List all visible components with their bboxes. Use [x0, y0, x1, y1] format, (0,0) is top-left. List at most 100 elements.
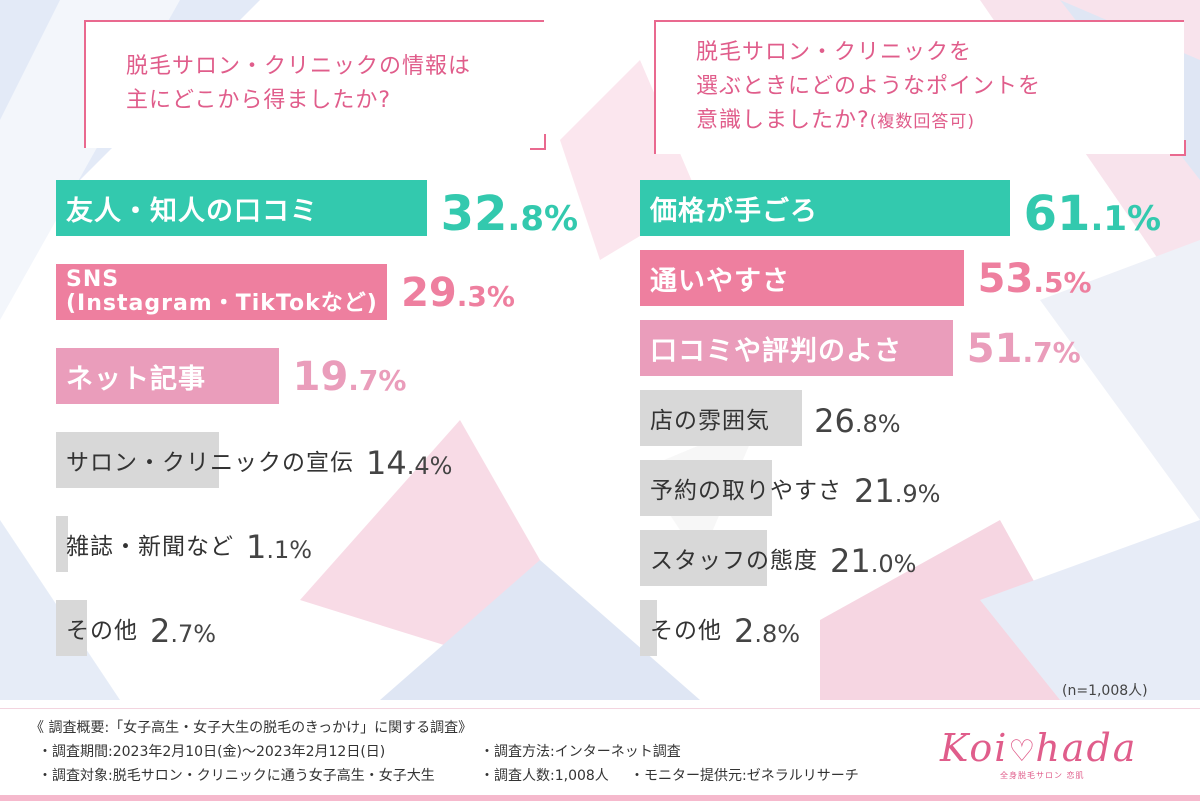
- value-label: 53.5%: [978, 250, 1092, 306]
- value-decimal: .8%: [754, 620, 801, 648]
- bar-label-line: サロン・クリニックの宣伝: [66, 450, 354, 476]
- value-decimal: .7%: [348, 364, 407, 397]
- question-left-box: 脱毛サロン・クリニックの情報は 主にどこから得ましたか?: [84, 20, 546, 150]
- bar: [640, 180, 1010, 236]
- bar: [56, 432, 219, 488]
- bar-row: 予約の取りやすさ 21.9%: [640, 460, 1200, 516]
- bar-label-line: その他: [66, 618, 138, 644]
- value-label: 51.7%: [967, 320, 1081, 376]
- bar-row: 価格が手ごろ 61.1%: [640, 180, 1200, 242]
- value-integer: 61: [1023, 186, 1091, 242]
- value-integer: 2: [150, 612, 171, 650]
- bar-row: 店の雰囲気 26.8%: [640, 390, 1200, 446]
- value-integer: 53: [977, 256, 1034, 302]
- value-integer: 21: [854, 472, 895, 510]
- value-label: 26.8%: [814, 390, 900, 446]
- value-label: 14.4%: [366, 432, 452, 488]
- bar-label: 雑誌・新聞など: [66, 516, 234, 572]
- bar-row: ネット記事 19.7%: [56, 348, 616, 404]
- brand-logo: Koi♡hada 全身脱毛サロン 恋肌: [940, 728, 1160, 786]
- bar-label: 口コミや評判のよさ: [650, 320, 902, 376]
- value-label: 32.8%: [441, 180, 579, 242]
- bar-label: 価格が手ごろ: [650, 180, 818, 236]
- value-integer: 1: [246, 528, 267, 566]
- value-label: 21.0%: [830, 530, 916, 586]
- value-label: 61.1%: [1024, 180, 1162, 242]
- question-left-corner: [530, 134, 546, 150]
- value-integer: 29: [401, 270, 457, 316]
- bar-row: その他 2.7%: [56, 600, 616, 656]
- footer-title: 《 調査概要:「女子高生・女子大生の脱毛のきっかけ」に関する調査》: [30, 720, 473, 736]
- bar-row: SNS (Instagram・TikTokなど) 29.3%: [56, 264, 616, 320]
- value-integer: 14: [366, 444, 407, 482]
- value-label: 29.3%: [401, 264, 515, 320]
- question-left-text: 脱毛サロン・クリニックの情報は 主にどこから得ましたか?: [126, 54, 472, 113]
- bar-label-line: スタッフの態度: [650, 548, 818, 574]
- bar-label-line: 友人・知人の口コミ: [66, 195, 318, 227]
- bar: [56, 600, 87, 656]
- question-right-suffix: (複数回答可): [869, 112, 975, 132]
- bar-label: 店の雰囲気: [650, 390, 770, 446]
- bar-label: SNS (Instagram・TikTokなど): [66, 264, 378, 320]
- bar-row: 通いやすさ 53.5%: [640, 250, 1200, 306]
- bar-label: スタッフの態度: [650, 530, 818, 586]
- bar: [56, 180, 427, 236]
- footer-accent-bar: [0, 795, 1200, 801]
- bar: [56, 348, 279, 404]
- value-label: 2.7%: [150, 600, 216, 656]
- logo-tagline: 全身脱毛サロン 恋肌: [1000, 771, 1085, 780]
- footer-period: ・調査期間:2023年2月10日(金)〜2023年2月12日(日): [38, 744, 386, 760]
- bar-row: 雑誌・新聞など 1.1%: [56, 516, 616, 572]
- bar: [640, 250, 964, 306]
- footer-target: ・調査対象:脱毛サロン・クリニックに通う女子高生・女子大生: [38, 768, 435, 784]
- bar-label-line: 価格が手ごろ: [650, 195, 818, 227]
- bar-label: その他: [650, 600, 722, 656]
- value-decimal: .1%: [1090, 199, 1162, 239]
- bar-label: その他: [66, 600, 138, 656]
- chart-right: 価格が手ごろ 61.1% 通いやすさ 53.5% 口コミや評判のよさ 51.7% 店の雰囲気…: [640, 180, 1200, 680]
- question-right-corner: [1170, 140, 1186, 156]
- question-right-text: 脱毛サロン・クリニックを 選ぶときにどのようなポイントを 意識しましたか?(複数…: [696, 36, 1164, 139]
- bar-label: ネット記事: [66, 348, 206, 404]
- value-label: 19.7%: [293, 348, 407, 404]
- bar-label: 通いやすさ: [650, 250, 790, 306]
- logo-word-left: Koi: [940, 726, 1009, 770]
- value-label: 2.8%: [734, 600, 800, 656]
- value-decimal: .0%: [870, 550, 917, 578]
- bar-label: 予約の取りやすさ: [650, 460, 842, 516]
- bar: [56, 264, 388, 320]
- bar: [56, 516, 69, 572]
- bar: [640, 530, 768, 586]
- question-right-box: 脱毛サロン・クリニックを 選ぶときにどのようなポイントを 意識しましたか?(複数…: [654, 20, 1186, 156]
- sample-size-note: (n=1,008人): [1062, 683, 1148, 699]
- bar-label-line: 通いやすさ: [650, 265, 790, 297]
- logo-word-right: hada: [1035, 726, 1138, 770]
- value-integer: 32: [440, 186, 508, 242]
- bar-row: スタッフの態度 21.0%: [640, 530, 1200, 586]
- survey-footer: 《 調査概要:「女子高生・女子大生の脱毛のきっかけ」に関する調査》 ・調査期間:…: [0, 708, 1200, 801]
- value-decimal: .8%: [507, 199, 579, 239]
- bar-label-line: 雑誌・新聞など: [66, 534, 234, 560]
- bar: [640, 600, 657, 656]
- value-decimal: .7%: [1022, 336, 1081, 369]
- question-right-main: 脱毛サロン・クリニックを 選ぶときにどのようなポイントを 意識しましたか?: [696, 40, 1042, 133]
- bar-row: その他 2.8%: [640, 600, 1200, 656]
- bar-label-line: 店の雰囲気: [650, 408, 770, 434]
- bar-label-line: SNS: [66, 267, 120, 292]
- footer-count: ・調査人数:1,008人: [480, 768, 609, 784]
- bar: [640, 390, 803, 446]
- value-decimal: .9%: [894, 480, 941, 508]
- value-decimal: .4%: [406, 452, 453, 480]
- bar: [640, 320, 953, 376]
- value-label: 1.1%: [246, 516, 312, 572]
- chart-left: 友人・知人の口コミ 32.8% SNS (Instagram・TikTokなど) 29.…: [56, 180, 616, 680]
- value-integer: 2: [734, 612, 755, 650]
- bar-label-line: (Instagram・TikTokなど): [66, 291, 378, 316]
- footer-provider: ・モニター提供元:ゼネラルリサーチ: [630, 768, 859, 784]
- bar-row: 友人・知人の口コミ 32.8%: [56, 180, 616, 242]
- heart-icon: ♡: [1008, 734, 1036, 769]
- value-decimal: .5%: [1033, 266, 1092, 299]
- value-integer: 26: [814, 402, 855, 440]
- bar-label-line: その他: [650, 618, 722, 644]
- footer-method: ・調査方法:インターネット調査: [480, 744, 681, 760]
